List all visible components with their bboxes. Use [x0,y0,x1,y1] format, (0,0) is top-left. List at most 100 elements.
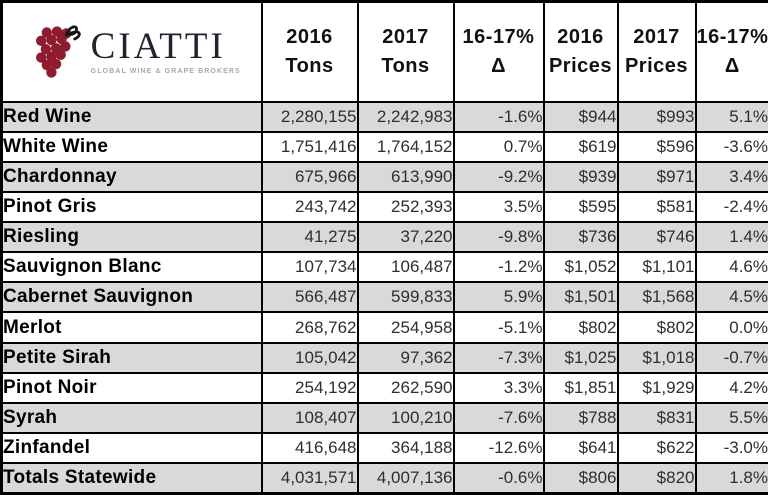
table-row: Syrah 108,407 100,210 -7.6% $788 $831 5.… [0,401,768,435]
cell-price-2016: $788 [542,401,619,435]
cell-price-delta: -0.7% [694,341,768,374]
cell-price-2017: $581 [616,190,697,224]
cell-tons-2017: 37,220 [356,221,455,254]
row-label: White Wine [0,130,263,163]
cell-price-delta: 0.0% [694,311,768,344]
cell-tons-2017: 613,990 [356,160,455,193]
cell-tons-delta: -9.8% [452,221,545,254]
cell-tons-delta: -1.6% [452,100,545,133]
cell-tons-delta: 3.5% [452,190,545,224]
table-row: White Wine 1,751,416 1,764,152 0.7% $619… [0,130,768,163]
cell-tons-2016: 41,275 [260,221,359,254]
grape-cluster-icon [35,25,81,78]
cell-tons-delta: 5.9% [452,281,545,314]
brand-text-block: CIATTI GLOBAL WINE & GRAPE BROKERS [91,28,241,75]
cell-price-2017: $1,101 [616,251,697,284]
cell-price-2017: $971 [616,160,697,193]
cell-price-delta: 4.6% [694,251,768,284]
cell-tons-2017: 2,242,983 [356,100,455,133]
table-row: Sauvignon Blanc 107,734 106,487 -1.2% $1… [0,251,768,284]
cell-tons-delta: -7.6% [452,401,545,435]
table-row: Cabernet Sauvignon 566,487 599,833 5.9% … [0,281,768,314]
cell-tons-2016: 566,487 [260,281,359,314]
cell-tons-2017: 100,210 [356,401,455,435]
cell-tons-delta: -5.1% [452,311,545,344]
cell-tons-2017: 254,958 [356,311,455,344]
row-label: Sauvignon Blanc [0,251,263,284]
cell-price-2016: $939 [542,160,619,193]
column-header-2016-tons: 2016 Tons [260,0,359,103]
cell-price-2016: $595 [542,190,619,224]
cell-price-2016: $1,052 [542,251,619,284]
table-row: Merlot 268,762 254,958 -5.1% $802 $802 0… [0,311,768,344]
cell-tons-2017: 252,393 [356,190,455,224]
table-row: Petite Sirah 105,042 97,362 -7.3% $1,025… [0,341,768,374]
cell-price-2017: $993 [616,100,697,133]
cell-price-delta: 5.1% [694,100,768,133]
cell-tons-2016: 1,751,416 [260,130,359,163]
cell-price-delta: -3.6% [694,130,768,163]
cell-tons-2017: 97,362 [356,341,455,374]
cell-price-2017: $746 [616,221,697,254]
cell-tons-delta: -0.6% [452,462,545,495]
cell-tons-delta: 3.3% [452,371,545,404]
row-label: Chardonnay [0,160,263,193]
cell-price-2017: $831 [616,401,697,435]
cell-tons-2016: 416,648 [260,432,359,465]
cell-tons-2016: 108,407 [260,401,359,435]
row-label: Petite Sirah [0,341,263,374]
cell-price-2016: $1,501 [542,281,619,314]
column-header-tons-delta: 16-17% Δ [452,0,545,103]
cell-price-2016: $1,851 [542,371,619,404]
row-label: Totals Statewide [0,462,263,495]
cell-tons-2016: 105,042 [260,341,359,374]
table-row: Red Wine 2,280,155 2,242,983 -1.6% $944 … [0,100,768,133]
cell-price-2017: $596 [616,130,697,163]
row-label: Zinfandel [0,432,263,465]
cell-tons-2017: 364,188 [356,432,455,465]
row-label: Pinot Noir [0,371,263,404]
cell-price-2017: $802 [616,311,697,344]
cell-tons-2017: 4,007,136 [356,462,455,495]
cell-tons-2016: 4,031,571 [260,462,359,495]
row-label: Riesling [0,221,263,254]
ciatti-logo: CIATTI GLOBAL WINE & GRAPE BROKERS [4,18,260,86]
cell-price-delta: 3.4% [694,160,768,193]
logo-cell: CIATTI GLOBAL WINE & GRAPE BROKERS [0,0,263,103]
cell-price-2016: $806 [542,462,619,495]
column-header-2017-tons: 2017 Tons [356,0,455,103]
cell-price-2016: $641 [542,432,619,465]
cell-tons-delta: -12.6% [452,432,545,465]
table-header: CIATTI GLOBAL WINE & GRAPE BROKERS 2016 … [0,0,768,103]
cell-price-2017: $1,929 [616,371,697,404]
table-row: Pinot Gris 243,742 252,393 3.5% $595 $58… [0,190,768,224]
table-body: Red Wine 2,280,155 2,242,983 -1.6% $944 … [0,100,768,495]
cell-tons-delta: -1.2% [452,251,545,284]
cell-tons-2016: 243,742 [260,190,359,224]
cell-price-delta: 1.8% [694,462,768,495]
table-row: Pinot Noir 254,192 262,590 3.3% $1,851 $… [0,371,768,404]
cell-price-2017: $622 [616,432,697,465]
cell-price-delta: 1.4% [694,221,768,254]
cell-price-2017: $820 [616,462,697,495]
column-header-prices-delta: 16-17% Δ [694,0,768,103]
cell-tons-2016: 254,192 [260,371,359,404]
row-label: Merlot [0,311,263,344]
cell-tons-delta: -9.2% [452,160,545,193]
cell-price-delta: 5.5% [694,401,768,435]
table-row: Zinfandel 416,648 364,188 -12.6% $641 $6… [0,432,768,465]
cell-tons-2017: 599,833 [356,281,455,314]
cell-tons-delta: -7.3% [452,341,545,374]
cell-price-2016: $736 [542,221,619,254]
cell-tons-2016: 2,280,155 [260,100,359,133]
cell-tons-delta: 0.7% [452,130,545,163]
cell-price-2017: $1,568 [616,281,697,314]
cell-tons-2017: 262,590 [356,371,455,404]
cell-tons-2017: 106,487 [356,251,455,284]
cell-tons-2016: 268,762 [260,311,359,344]
cell-tons-2016: 107,734 [260,251,359,284]
row-label: Syrah [0,401,263,435]
table-row: Chardonnay 675,966 613,990 -9.2% $939 $9… [0,160,768,193]
